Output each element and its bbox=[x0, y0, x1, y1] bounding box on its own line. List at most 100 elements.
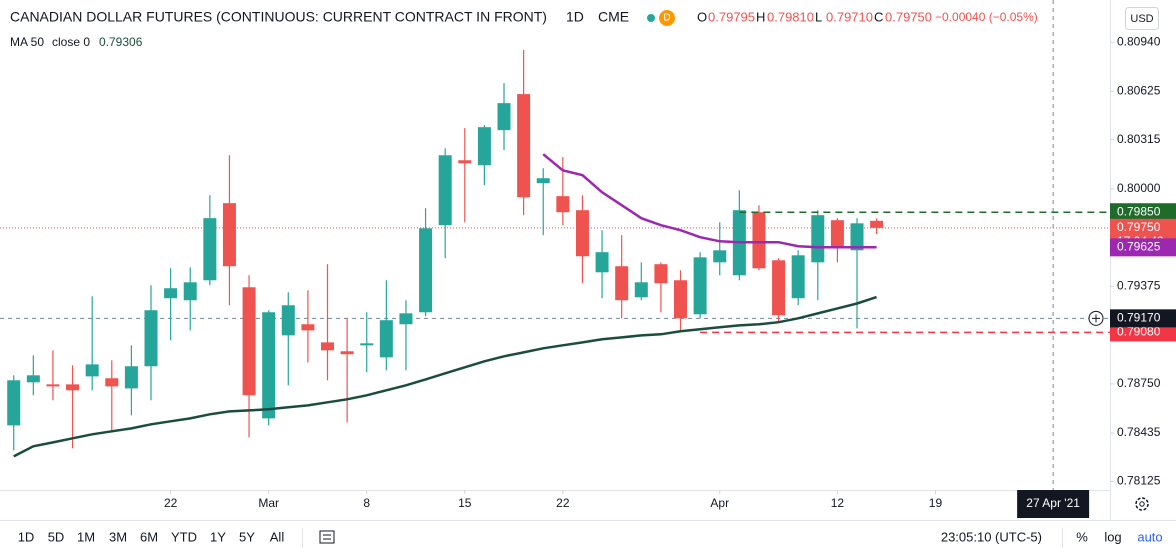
price-label: 0.79750 bbox=[1117, 220, 1161, 234]
candle-body bbox=[517, 94, 531, 198]
ohlc-value: 0.79710 bbox=[826, 9, 873, 24]
ma-line bbox=[13, 295, 877, 458]
scale-option[interactable]: auto bbox=[1137, 529, 1162, 544]
candle-body bbox=[46, 384, 60, 387]
candle-body bbox=[340, 351, 354, 355]
ohlc-value: 0.79750 bbox=[885, 9, 932, 24]
candle-body bbox=[575, 210, 589, 257]
candle-body bbox=[674, 280, 688, 319]
candle-body bbox=[66, 384, 80, 391]
y-tick-label: 0.79375 bbox=[1117, 279, 1161, 293]
badge bbox=[659, 10, 675, 26]
range-button[interactable]: YTD bbox=[171, 529, 197, 544]
candle-body bbox=[281, 305, 295, 336]
y-tick-label: 0.78125 bbox=[1117, 474, 1161, 488]
currency-box[interactable] bbox=[1125, 7, 1159, 30]
currency[interactable]: USD bbox=[1130, 13, 1153, 25]
range-button[interactable]: 1Y bbox=[210, 529, 226, 544]
date-label-box bbox=[1017, 490, 1090, 518]
clock: 23:05:10 (UTC-5) bbox=[941, 529, 1042, 544]
range-button[interactable]: 6M bbox=[140, 529, 158, 544]
candle-body bbox=[615, 266, 629, 301]
ma-params: close 0 bbox=[52, 35, 90, 49]
x-tick-label: Apr bbox=[710, 496, 729, 510]
overlay: CANADIAN DOLLAR FUTURES (CONTINUOUS: CUR… bbox=[10, 7, 1176, 548]
candle-body bbox=[850, 223, 864, 251]
candle-body bbox=[477, 127, 491, 166]
y-tick-label: 0.80315 bbox=[1117, 132, 1161, 146]
ohlc-value: 0.79810 bbox=[767, 9, 814, 24]
compare-icon[interactable] bbox=[319, 530, 335, 544]
y-tick-label: 0.80000 bbox=[1117, 181, 1161, 195]
candle-body bbox=[438, 155, 452, 226]
candle-body bbox=[321, 342, 335, 351]
x-tick-label: Mar bbox=[258, 496, 279, 510]
candle-body bbox=[556, 196, 570, 213]
ohlc-value: 0.79795 bbox=[708, 9, 755, 24]
candle-body bbox=[379, 320, 393, 358]
candle-body bbox=[458, 160, 472, 164]
settings-icon[interactable] bbox=[1135, 497, 1149, 511]
y-tick-label: 0.80940 bbox=[1117, 34, 1161, 48]
candle-body bbox=[301, 324, 315, 331]
y-tick-label: 0.78435 bbox=[1117, 425, 1161, 439]
ma-name: MA 50 bbox=[10, 35, 44, 49]
y-tick-label: 0.80625 bbox=[1117, 83, 1161, 97]
level-label: 0.79850 bbox=[1117, 204, 1161, 218]
ma-line bbox=[542, 153, 877, 249]
candle-body bbox=[105, 378, 119, 387]
candle-body bbox=[360, 343, 374, 346]
candle-body bbox=[497, 103, 511, 131]
range-button[interactable]: All bbox=[270, 529, 285, 544]
candle-body bbox=[634, 282, 648, 298]
level-label-box bbox=[1110, 203, 1176, 222]
candle-body bbox=[870, 220, 884, 228]
scale-option[interactable]: % bbox=[1076, 529, 1088, 544]
exchange: CME bbox=[598, 9, 629, 25]
level-label-box bbox=[1110, 323, 1176, 342]
candle-body bbox=[7, 380, 21, 426]
candle-body bbox=[183, 282, 197, 301]
status-dot bbox=[647, 14, 655, 22]
chart-title: CANADIAN DOLLAR FUTURES (CONTINUOUS: CUR… bbox=[10, 9, 547, 25]
candle-body bbox=[752, 212, 766, 269]
candle-body bbox=[419, 228, 433, 313]
plot-area: 0.80940 0.80625 0.80315 0.80000 0.79375 0.787… bbox=[0, 0, 1161, 510]
scale-option[interactable]: log bbox=[1104, 529, 1121, 544]
date-label: 27 Apr '21 bbox=[1026, 496, 1080, 510]
candle-body bbox=[399, 313, 413, 325]
x-tick-label: 22 bbox=[164, 496, 178, 510]
y-tick-label: 0.78750 bbox=[1117, 376, 1161, 390]
candle-body bbox=[222, 203, 236, 267]
candle-body bbox=[85, 364, 99, 377]
x-tick-label: 22 bbox=[556, 496, 570, 510]
change: −0.00040 (−0.05%) bbox=[935, 10, 1038, 24]
candle-body bbox=[791, 255, 805, 299]
ohlc-label: O bbox=[697, 9, 707, 24]
x-tick-label: 19 bbox=[929, 496, 943, 510]
ohlc-label: C bbox=[874, 9, 883, 24]
x-tick-label: 15 bbox=[458, 496, 472, 510]
add-icon bbox=[1092, 314, 1100, 323]
candle-body bbox=[164, 288, 178, 299]
candle-body bbox=[536, 178, 550, 184]
range-button[interactable]: 5D bbox=[48, 529, 65, 544]
candle-body bbox=[595, 252, 609, 273]
range-button[interactable]: 1M bbox=[77, 529, 95, 544]
crosshair-label: 0.79170 bbox=[1117, 311, 1161, 325]
candle-body bbox=[242, 287, 256, 396]
candle-body bbox=[654, 264, 668, 284]
candle-body bbox=[713, 250, 727, 263]
candle-body bbox=[830, 220, 844, 249]
ma-label: 0.79625 bbox=[1117, 240, 1161, 254]
candle-body bbox=[124, 366, 138, 389]
candle-body bbox=[203, 218, 217, 281]
range-button[interactable]: 5Y bbox=[239, 529, 255, 544]
range-button[interactable]: 1D bbox=[18, 529, 35, 544]
range-button[interactable]: 3M bbox=[109, 529, 127, 544]
interval: 1D bbox=[566, 9, 584, 25]
candle-body bbox=[144, 310, 158, 367]
badge-text: D bbox=[663, 13, 670, 24]
